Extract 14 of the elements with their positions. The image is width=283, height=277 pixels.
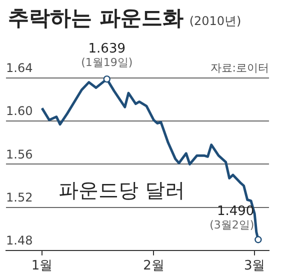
x-tick-label: 3월 bbox=[244, 258, 266, 274]
series-label: 파운드당 달러 bbox=[58, 178, 185, 202]
chart-subtitle: (2010년) bbox=[189, 13, 242, 30]
y-tick-label: 1.56 bbox=[6, 147, 33, 162]
y-tick-label: 1.52 bbox=[6, 190, 33, 204]
text: 자료:로이터 bbox=[210, 61, 269, 74]
y-tick-label: 1.64 bbox=[6, 61, 33, 76]
y-tick-label: 1.48 bbox=[6, 234, 33, 248]
annotation: 1.639 (1월19일) bbox=[81, 41, 133, 69]
x-tick-label: 2월 bbox=[143, 258, 164, 274]
chart-title: 추락하는 파운드화 bbox=[8, 5, 184, 32]
y-tick-label: 1.60 bbox=[6, 104, 33, 118]
annotation: 1.490 (3월2일) bbox=[210, 204, 254, 232]
x-tick-label: 1월 bbox=[31, 258, 53, 274]
